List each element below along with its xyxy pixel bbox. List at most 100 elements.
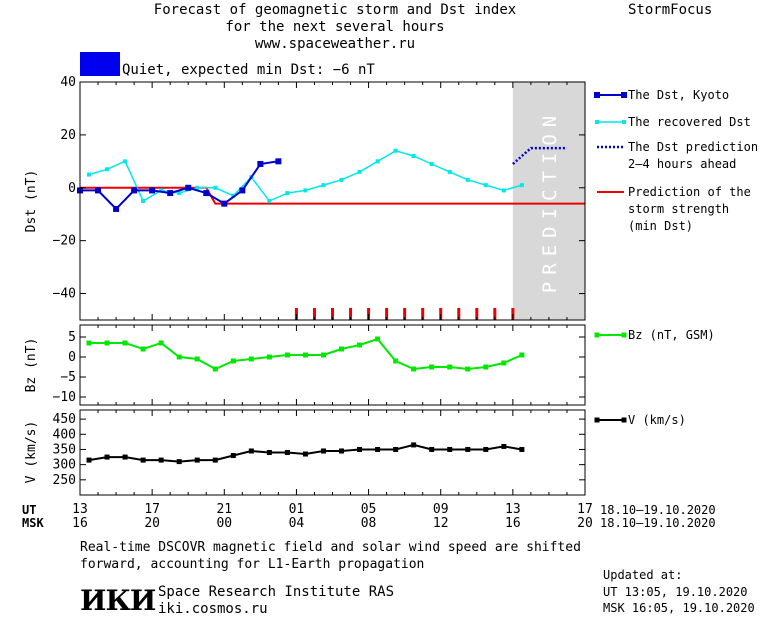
bz-point (230, 358, 236, 364)
v-ytick-label: 250 (53, 473, 76, 488)
recovered-dst-point (105, 167, 110, 172)
v-axis-label: V (km/s) (24, 421, 39, 484)
recovered-dst-point (375, 159, 380, 164)
dst-prediction-line (512, 146, 567, 165)
brand-name: StormFocus (628, 2, 713, 18)
v-point (339, 448, 345, 454)
chart-title-line1: Forecast of geomagnetic storm and Dst in… (153, 2, 517, 18)
v-point (158, 457, 164, 463)
legend-label-v: V (km/s) (628, 413, 686, 427)
updated-msk: MSK 16:05, 19.10.2020 (603, 601, 755, 615)
recovered-dst-point (231, 193, 236, 198)
bz-ytick-label: −10 (53, 390, 76, 405)
ut-tick-label: 09 (433, 502, 449, 517)
legend-label-storm-strength-3: (min Dst) (628, 219, 694, 233)
bz-point (194, 356, 200, 362)
msk-tick-label: 08 (361, 516, 377, 531)
v-point (411, 442, 417, 448)
ut-tick-label: 17 (577, 502, 593, 517)
dst-panel: PREDICTION 40 20 0 −20 −40 Dst (nT) (24, 75, 586, 321)
bz-point (320, 352, 326, 358)
recovered-dst-point (177, 191, 182, 196)
recovered-dst-point (213, 185, 218, 190)
msk-tick-label: 16 (505, 516, 521, 531)
v-point (284, 450, 290, 455)
v-point (122, 454, 128, 460)
dst-ytick-label: 40 (60, 75, 76, 90)
bz-point (86, 340, 92, 346)
msk-tick-label: 20 (577, 516, 593, 531)
recovered-dst-point (357, 169, 362, 174)
bz-point (393, 358, 399, 364)
v-point (266, 450, 272, 455)
legend-marker-dst-kyoto (621, 92, 627, 98)
legend-marker-v (621, 417, 627, 423)
v-point (194, 457, 200, 463)
ut-row-label: UT (22, 503, 37, 517)
bz-panel: 5 0 −5 −10 Bz (nT) (24, 324, 586, 406)
recovered-dst-point (285, 191, 290, 196)
ut-tick-label: 21 (216, 502, 232, 517)
recovered-dst-point (519, 183, 524, 188)
recovered-dst-point (159, 188, 164, 193)
recovered-dst-point (303, 188, 308, 193)
recovered-dst-point (267, 199, 272, 203)
ut-tick-label: 05 (361, 502, 377, 517)
iki-logo: ИКИ (80, 584, 156, 617)
v-ytick-label: 350 (53, 442, 76, 457)
dst-ytick-label: −20 (53, 234, 76, 249)
institute-name: Space Research Institute RAS (158, 584, 395, 600)
v-point (248, 448, 254, 454)
v-point (320, 448, 326, 454)
v-point (375, 446, 381, 452)
bz-point (140, 346, 146, 352)
recovered-dst-point (411, 154, 416, 159)
msk-tick-label: 04 (289, 516, 305, 531)
bz-point (483, 364, 489, 370)
v-point (86, 457, 92, 463)
bz-point (411, 366, 417, 372)
legend-marker-bz (594, 332, 600, 338)
dst-axis-label: Dst (nT) (24, 170, 39, 233)
bz-point (284, 352, 290, 358)
legend-label-dst-recovered: The recovered Dst (628, 115, 751, 129)
recovered-dst-point (429, 161, 434, 166)
kyoto-dst-point (131, 187, 138, 194)
chart-title-line2: for the next several hours (225, 19, 445, 35)
msk-tick-label: 20 (144, 516, 160, 531)
website-link[interactable]: www.spaceweather.ru (254, 36, 416, 52)
legend-marker-dst-recovered (622, 120, 626, 124)
bz-point (357, 342, 363, 348)
kyoto-dst-point (257, 160, 264, 167)
footnote-line1: Real-time DSCOVR magnetic field and sola… (80, 540, 581, 555)
bz-point (519, 352, 525, 358)
recovered-dst-point (141, 199, 146, 203)
bz-ytick-label: 5 (68, 330, 76, 345)
legend-marker-v (594, 417, 600, 423)
recovered-dst-point (195, 185, 200, 190)
prediction-band-label: PREDICTION (539, 109, 561, 293)
bz-point (501, 360, 507, 366)
recovered-dst-line (88, 149, 523, 203)
legend-label-dst-prediction: The Dst prediction (628, 140, 759, 154)
ut-tick-label: 01 (289, 502, 305, 517)
kyoto-dst-point (149, 187, 156, 194)
legend-label-storm-strength-2: storm strength (628, 202, 730, 216)
bz-point (122, 340, 128, 346)
dst-ytick-label: 0 (68, 181, 76, 196)
bz-point (375, 336, 381, 342)
kyoto-dst-point (239, 187, 246, 194)
legend-label-storm-strength: Prediction of the (628, 185, 751, 199)
legend-marker-dst-kyoto (594, 92, 600, 98)
kyoto-dst-point (95, 187, 102, 194)
v-point (140, 457, 146, 463)
bz-point (248, 356, 254, 362)
institute-url[interactable]: iki.cosmos.ru (158, 601, 268, 617)
v-point (176, 459, 182, 465)
v-point (501, 443, 507, 449)
bz-point (447, 364, 453, 370)
recovered-dst-point (483, 183, 488, 188)
